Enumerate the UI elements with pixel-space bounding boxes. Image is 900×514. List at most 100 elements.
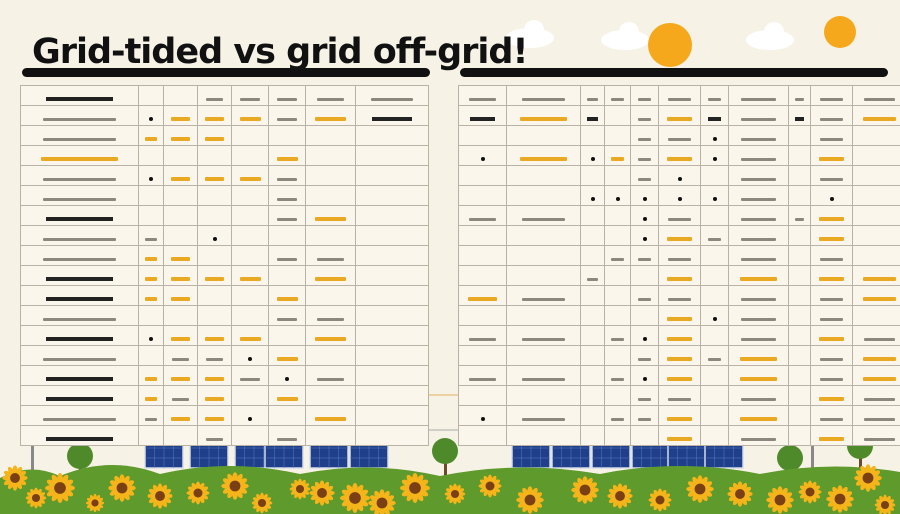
cell-mark (667, 157, 692, 161)
sunflower-petal (530, 487, 538, 498)
cell-mark (668, 398, 691, 401)
sunflower-petal (301, 489, 310, 495)
table-row (458, 325, 900, 346)
table-cell (458, 125, 507, 146)
cell-mark (668, 98, 691, 101)
sunflower-petal (310, 493, 320, 501)
table-cell (163, 425, 198, 446)
sunflower-icon (10, 473, 20, 483)
cell-mark (277, 198, 297, 201)
table-cell (20, 125, 139, 146)
cell-mark (863, 357, 896, 361)
table-cell (580, 405, 605, 426)
cell-mark (667, 237, 692, 241)
cell-mark (315, 277, 346, 281)
table-cell (700, 405, 729, 426)
table-cell (197, 145, 232, 166)
table-row (20, 245, 429, 266)
table-cell (630, 225, 659, 246)
sunflower-petal (46, 479, 58, 488)
sunflower-petal (860, 480, 868, 491)
table-cell (197, 205, 232, 226)
table-cell (231, 345, 269, 366)
table-cell (728, 405, 789, 426)
table-cell (506, 105, 581, 126)
table-cell (506, 385, 581, 406)
table-cell (630, 345, 659, 366)
table-cell (728, 425, 789, 446)
sunflower-petal (160, 498, 168, 508)
table-cell (20, 325, 139, 346)
table-cell (580, 145, 605, 166)
sunflower-petal (842, 499, 853, 507)
sunflower-petal (702, 481, 713, 489)
table-cell (231, 385, 269, 406)
table-row (20, 185, 429, 206)
cell-mark (144, 257, 158, 261)
table-cell (580, 345, 605, 366)
sunflower-petal (879, 506, 885, 514)
table-cell (163, 205, 198, 226)
table-cell (268, 285, 306, 306)
cell-mark (205, 137, 224, 141)
table-cell (268, 385, 306, 406)
sunflower-petal (572, 482, 583, 490)
sunflower-petal (728, 494, 738, 502)
table-cell (305, 425, 356, 446)
sunflower-petal (692, 491, 700, 502)
table-cell (268, 165, 306, 186)
cell-mark (144, 297, 158, 301)
sunflower-petal (374, 490, 382, 501)
cell-mark (205, 438, 224, 441)
sunflower-petal (855, 470, 866, 478)
table-cell (268, 425, 306, 446)
table-cell (20, 385, 139, 406)
table-cell (163, 185, 198, 206)
cloud-icon (619, 22, 639, 42)
sunflower-petal (742, 494, 752, 502)
table-cell (810, 185, 853, 206)
sunflower-petal (517, 500, 528, 508)
cell-mark (276, 357, 298, 361)
table-cell (852, 425, 900, 446)
sunflower-icon (615, 491, 625, 501)
sunflower-petal (855, 478, 866, 486)
table-cell (604, 165, 631, 186)
cell-mark (864, 98, 895, 101)
table-cell (138, 105, 164, 126)
sunflower-petal (148, 488, 158, 496)
table-cell (658, 125, 701, 146)
table-cell (268, 85, 306, 106)
table-cell (268, 125, 306, 146)
sunflower-icon (485, 481, 495, 491)
sunflower-petal (200, 486, 209, 493)
table-cell (163, 225, 198, 246)
cell-mark (43, 198, 116, 201)
table-cell (163, 85, 198, 106)
cell-mark (708, 117, 721, 121)
sunflower-icon (155, 491, 165, 501)
bullet-dot (480, 417, 485, 421)
sunflower-petal (417, 479, 429, 488)
table-cell (580, 365, 605, 386)
sunflower-petal (237, 486, 248, 494)
cell-mark (739, 417, 778, 421)
table-cell (630, 365, 659, 386)
bullet-dot (642, 337, 647, 341)
sunflower-petal (122, 475, 130, 486)
table-cell (630, 265, 659, 286)
cell-mark (637, 418, 652, 421)
sunflower-petal (885, 506, 891, 514)
cell-mark (819, 277, 844, 281)
right-section-header-bar (460, 68, 888, 77)
sunflower-petal (191, 495, 198, 504)
sunflower-petal (3, 470, 13, 478)
table-cell (355, 225, 429, 246)
sunflower-icon (409, 482, 421, 494)
sunflower-petal (30, 499, 36, 508)
cell-mark (46, 297, 113, 301)
table-cell (231, 125, 269, 146)
table-cell (604, 225, 631, 246)
sunflower-icon (31, 493, 41, 503)
sunflower-petal (252, 503, 261, 509)
